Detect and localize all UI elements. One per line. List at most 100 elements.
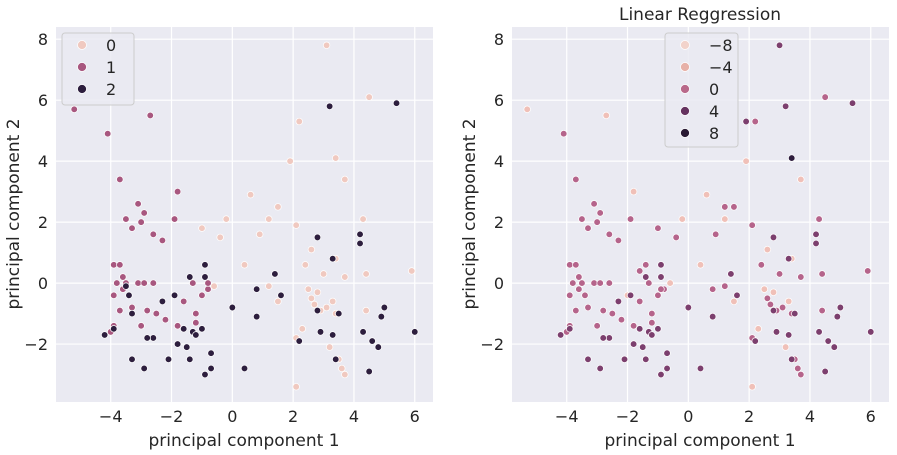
scatter-point bbox=[110, 291, 118, 299]
scatter-point bbox=[566, 325, 574, 333]
scatter-point bbox=[307, 245, 316, 254]
scatter-point bbox=[590, 279, 598, 287]
scatter-point bbox=[629, 187, 638, 196]
scatter-point bbox=[721, 282, 729, 290]
scatter-point bbox=[189, 279, 197, 287]
scatter-point bbox=[265, 215, 273, 223]
scatter-point bbox=[772, 328, 781, 336]
scatter-point bbox=[149, 334, 157, 342]
scatter-point bbox=[210, 282, 218, 290]
scatter-point bbox=[648, 319, 656, 327]
y-tick-label: 2 bbox=[38, 213, 48, 232]
scatter-point bbox=[775, 270, 784, 278]
scatter-point bbox=[763, 245, 772, 254]
chart-title-right: Linear Reggression bbox=[619, 5, 781, 25]
scatter-point bbox=[198, 291, 206, 299]
legend-label: −4 bbox=[709, 58, 733, 77]
x-tick-label: 2 bbox=[744, 407, 754, 426]
scatter-point bbox=[581, 291, 589, 299]
scatter-point bbox=[605, 230, 613, 238]
scatter-point bbox=[654, 224, 662, 232]
scatter-point bbox=[657, 261, 665, 269]
scatter-point bbox=[341, 273, 349, 281]
scatter-point bbox=[329, 297, 337, 306]
scatter-point bbox=[158, 236, 167, 245]
scatter-point bbox=[748, 383, 756, 391]
legend-marker bbox=[77, 62, 87, 72]
scatter-point bbox=[763, 294, 772, 302]
scatter-point bbox=[143, 334, 151, 342]
scatter-point bbox=[152, 309, 160, 318]
x-tick-label: −2 bbox=[160, 407, 184, 426]
scatter-point bbox=[596, 279, 604, 287]
legend-left: 0 1 2 bbox=[61, 32, 135, 106]
scatter-point bbox=[742, 117, 750, 126]
scatter-point bbox=[341, 175, 349, 184]
scatter-point bbox=[173, 187, 182, 196]
y-tick-label: 8 bbox=[494, 30, 504, 49]
scatter-point bbox=[411, 328, 419, 336]
y-tick-label: −2 bbox=[24, 335, 48, 354]
y-tick-label: 4 bbox=[494, 152, 504, 171]
scatter-point bbox=[566, 261, 574, 269]
legend-marker bbox=[680, 40, 690, 50]
scatter-point bbox=[775, 41, 784, 49]
scatter-point bbox=[818, 306, 826, 315]
scatter-point bbox=[332, 154, 340, 162]
y-tick-label: 8 bbox=[38, 30, 48, 49]
scatter-point bbox=[830, 343, 838, 351]
scatter-point bbox=[134, 279, 142, 287]
scatter-point bbox=[161, 316, 170, 324]
scatter-point bbox=[614, 297, 623, 306]
scatter-point bbox=[663, 364, 671, 373]
scatter-point bbox=[578, 279, 586, 287]
x-tick-label: 4 bbox=[805, 407, 815, 426]
scatter-point bbox=[277, 291, 285, 299]
scatter-point bbox=[192, 319, 200, 327]
legend-label: 8 bbox=[709, 124, 719, 143]
scatter-point bbox=[629, 322, 638, 330]
scatter-point bbox=[329, 255, 337, 263]
scatter-point bbox=[292, 221, 300, 229]
scatter-point bbox=[295, 337, 303, 345]
scatter-point bbox=[137, 218, 145, 226]
scatter-point bbox=[116, 175, 124, 184]
scatter-point bbox=[596, 364, 604, 373]
scatter-point bbox=[341, 370, 349, 379]
scatter-point bbox=[128, 303, 136, 312]
scatter-point bbox=[666, 279, 674, 287]
scatter-point bbox=[365, 93, 373, 101]
points-left bbox=[70, 41, 419, 391]
scatter-point bbox=[572, 175, 580, 184]
scatter-point bbox=[657, 370, 665, 379]
scatter-point bbox=[359, 215, 367, 223]
scatter-point bbox=[596, 209, 604, 217]
x-tick-label: −4 bbox=[555, 407, 579, 426]
scatter-point bbox=[332, 355, 340, 363]
scatter-point bbox=[119, 273, 127, 281]
scatter-point bbox=[325, 343, 334, 351]
scatter-point bbox=[654, 291, 662, 299]
scatter-point bbox=[867, 328, 875, 336]
scatter-point bbox=[636, 297, 644, 306]
scatter-point bbox=[654, 325, 662, 333]
scatter-point bbox=[319, 270, 328, 278]
scatter-point bbox=[599, 334, 607, 342]
scatter-point bbox=[122, 282, 130, 290]
scatter-point bbox=[173, 340, 182, 348]
scatter-point bbox=[140, 209, 148, 217]
scatter-point bbox=[310, 300, 319, 309]
scatter-point bbox=[116, 306, 124, 315]
scatter-point bbox=[788, 355, 796, 363]
scatter-point bbox=[590, 200, 598, 208]
scatter-point bbox=[797, 273, 805, 281]
scatter-point bbox=[754, 325, 762, 333]
scatter-point bbox=[696, 364, 705, 373]
scatter-point bbox=[642, 261, 650, 269]
legend-box bbox=[61, 32, 135, 106]
scatter-point bbox=[377, 312, 385, 321]
scatter-point bbox=[821, 367, 829, 376]
scatter-point bbox=[158, 297, 167, 306]
scatter-point bbox=[201, 370, 209, 379]
